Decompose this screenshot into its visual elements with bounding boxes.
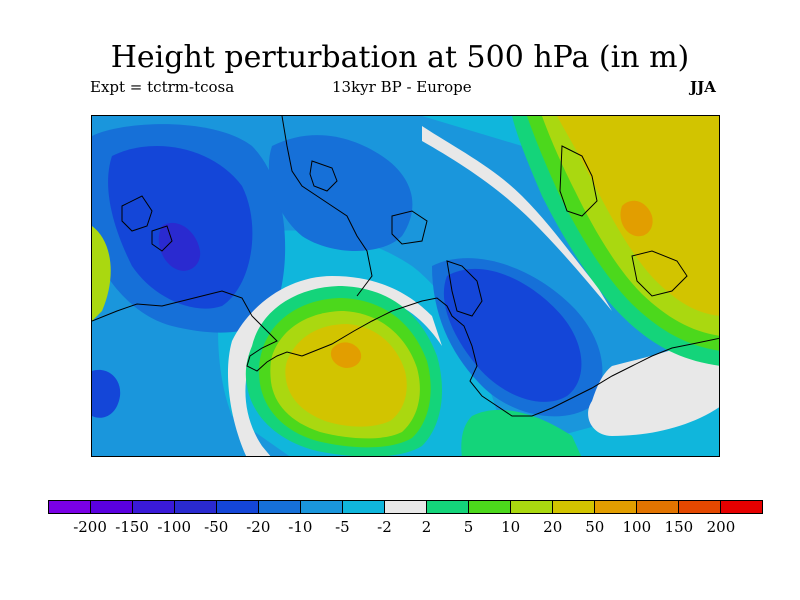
colorbar-swatch: [511, 501, 553, 513]
chart-title: Height perturbation at 500 hPa (in m): [110, 40, 690, 75]
colorbar-label: -5: [335, 518, 350, 536]
colorbar-swatch: [175, 501, 217, 513]
colorbar-swatch: [385, 501, 427, 513]
contour-map: [92, 116, 719, 456]
colorbar-swatch: [91, 501, 133, 513]
colorbar-label: 2: [421, 518, 432, 536]
coastline-uk: [121, 195, 153, 232]
contour-band-pos50-center: [285, 324, 407, 427]
colorbar-label: -2: [377, 518, 392, 536]
colorbar-label: -150: [115, 518, 149, 536]
colorbar-swatch: [553, 501, 595, 513]
colorbar-swatch: [469, 501, 511, 513]
colorbar-label: 20: [543, 518, 563, 536]
colorbar-label: 5: [463, 518, 474, 536]
season-label: JJA: [690, 78, 716, 96]
contour-band-neg20-east: [443, 268, 582, 402]
contour-band-neg20-sw: [92, 369, 121, 418]
colorbar-swatch: [637, 501, 679, 513]
colorbar-label: -200: [73, 518, 107, 536]
colorbar-swatch: [679, 501, 721, 513]
coastline-scandinavia: [281, 116, 373, 297]
coastline-caspian: [391, 210, 428, 245]
colorbar-label: 50: [585, 518, 605, 536]
colorbar-label: 100: [622, 518, 652, 536]
colorbar-labels: -200 -150 -100 -50 -20 -10 -5 -2 2 5 10 20 50 100 150 2…: [48, 518, 763, 538]
coastline-interior: [446, 260, 483, 317]
contour-band-pos100-ne: [620, 200, 653, 237]
colorbar-swatch: [217, 501, 259, 513]
colorbar-label: 200: [706, 518, 736, 536]
colorbar-swatch: [595, 501, 637, 513]
colorbar: [48, 500, 763, 514]
colorbar-swatch: [427, 501, 469, 513]
colorbar-label: -100: [157, 518, 192, 536]
colorbar-label: 10: [501, 518, 521, 536]
coastline-west: [92, 290, 303, 372]
colorbar-label: -10: [288, 518, 313, 536]
colorbar-label: 150: [664, 518, 694, 536]
colorbar-label: -50: [204, 518, 229, 536]
colorbar-swatch: [49, 501, 91, 513]
colorbar-swatch: [343, 501, 385, 513]
contour-band-pos20-w: [92, 226, 111, 321]
experiment-label: Expt = tctrm-tcosa: [90, 78, 235, 96]
colorbar-swatch: [721, 501, 762, 513]
map-panel: [91, 115, 720, 457]
contour-band-neg50-atlantic: [158, 222, 201, 271]
contour-band-pos5-s: [461, 409, 582, 456]
contour-band-pos100-center: [330, 342, 362, 368]
contour-band-neutral-1: [228, 276, 442, 456]
coastline-ireland: [151, 225, 173, 252]
colorbar-swatch: [301, 501, 343, 513]
colorbar-label: -20: [246, 518, 271, 536]
colorbar-swatch: [133, 501, 175, 513]
colorbar-swatch: [259, 501, 301, 513]
contour-band-neg2-s: [513, 367, 719, 456]
coastline-south: [301, 297, 719, 417]
coastline-lake: [309, 160, 338, 192]
period-region-label: 13kyr BP - Europe: [332, 78, 472, 96]
contour-band-neutral-2: [422, 126, 612, 311]
contour-band-neg10-north: [268, 135, 413, 251]
coastline-ne: [559, 145, 598, 217]
coastlines: [92, 116, 719, 417]
coastline-east: [631, 250, 688, 297]
